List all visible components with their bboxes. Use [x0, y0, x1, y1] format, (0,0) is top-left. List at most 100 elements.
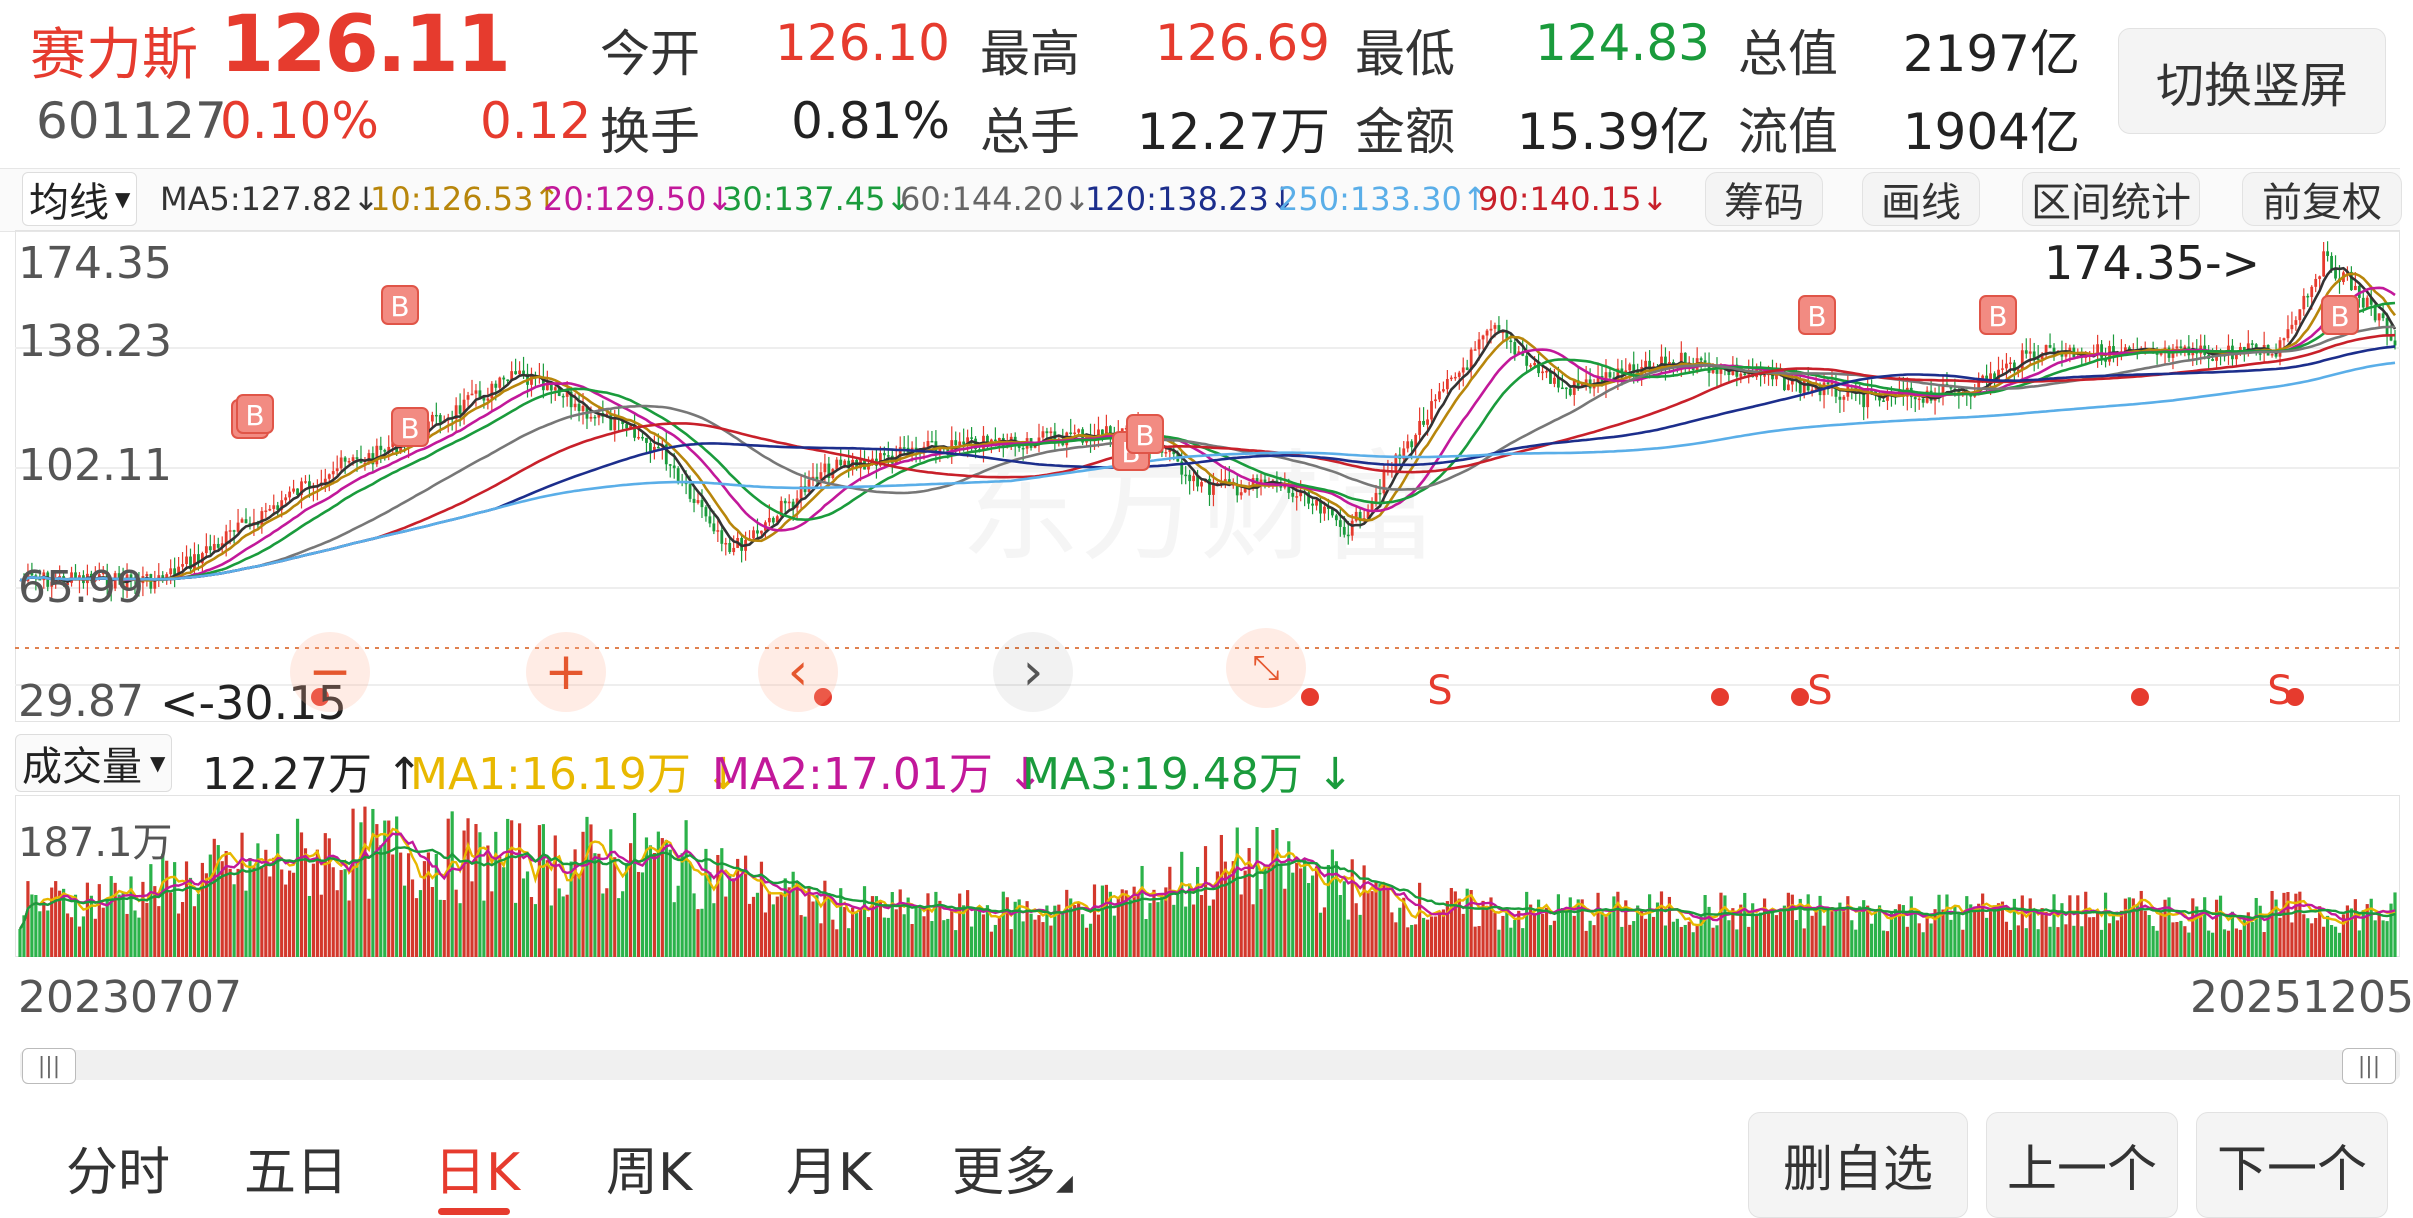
tab-weekly-k[interactable]: 周K — [606, 1143, 693, 1203]
tab-monthly-k[interactable]: 月K — [786, 1143, 873, 1203]
candle-body — [193, 554, 196, 570]
candle-body — [593, 416, 597, 419]
tab-daily-k[interactable]: 日K — [434, 1143, 521, 1203]
volume-bar — [1307, 883, 1311, 957]
volume-bar — [926, 893, 930, 957]
volume-bar — [1299, 868, 1303, 957]
candle-body — [2211, 358, 2215, 361]
ma-selector[interactable]: 均线 ▼ — [22, 172, 138, 226]
candle-body — [1120, 428, 1124, 434]
volume-bar — [1663, 925, 1668, 957]
candle-body — [878, 453, 882, 466]
zoom-in-button[interactable]: + — [526, 632, 606, 712]
tab-five-day[interactable]: 五日 — [244, 1143, 349, 1203]
volume-bar — [1667, 896, 1672, 957]
tab-intraday[interactable]: 分时 — [66, 1143, 171, 1203]
volume-bar — [1406, 927, 1410, 957]
previous-stock-button[interactable]: 上一个 — [1986, 1112, 2178, 1218]
volume-bar — [478, 832, 482, 957]
volume-bar — [1164, 887, 1168, 957]
quote-label-turnover: 换手 — [600, 103, 700, 161]
candle-body — [1370, 502, 1374, 510]
volume-bar — [73, 894, 78, 957]
volume-bar — [545, 860, 549, 957]
candle-body — [236, 522, 240, 532]
candle-body — [1588, 379, 1592, 389]
volume-bar — [1548, 925, 1553, 957]
volume-chart[interactable] — [15, 795, 2400, 957]
chips-button[interactable]: 筹码 — [1705, 172, 1823, 226]
volume-selector[interactable]: 成交量 ▼ — [15, 734, 173, 792]
signal-dot — [2131, 688, 2149, 706]
candle-body — [2159, 351, 2163, 355]
volume-bar — [815, 895, 819, 957]
price-chart[interactable] — [15, 230, 2400, 722]
volume-bar — [161, 853, 165, 957]
tab-more[interactable]: 更多◢ — [952, 1130, 1073, 1205]
candle-body — [1374, 492, 1378, 503]
volume-bar — [2076, 895, 2080, 957]
signal-box — [2321, 295, 2359, 335]
volume-bar — [954, 930, 958, 957]
volume-bar — [1695, 925, 1699, 957]
volume-bar — [1310, 875, 1315, 957]
range-stats-button[interactable]: 区间统计 — [2022, 172, 2200, 226]
candle-body — [1545, 370, 1548, 373]
zoom-out-button[interactable]: − — [290, 632, 370, 712]
candle-body — [2258, 353, 2262, 355]
volume-bar — [458, 903, 462, 957]
candle-body — [1921, 398, 1925, 403]
volume-bar — [2119, 910, 2124, 957]
candle-body — [656, 446, 660, 449]
volume-bar — [593, 853, 597, 957]
range-handle-right[interactable]: ||| — [2342, 1048, 2396, 1084]
plus-icon: + — [544, 642, 588, 702]
volume-bar — [629, 843, 633, 957]
draw-line-button[interactable]: 画线 — [1862, 172, 1980, 226]
volume-bar — [1239, 894, 1243, 957]
volume-bar — [62, 888, 66, 957]
volume-bar — [462, 830, 466, 957]
candle-body — [109, 587, 113, 590]
candle-body — [331, 471, 335, 475]
range-handle-left[interactable]: ||| — [22, 1048, 76, 1084]
candle-body — [641, 436, 644, 439]
candle-body — [2238, 346, 2242, 353]
candle-body — [181, 564, 184, 567]
volume-bar — [656, 831, 660, 957]
quote-value-amount: 15.39亿 — [1516, 103, 1710, 161]
volume-bar — [65, 913, 70, 957]
candle-body — [1299, 491, 1303, 497]
volume-ma-line — [18, 846, 2396, 930]
candle-body — [1497, 325, 1501, 333]
forward-adjust-button[interactable]: 前复权 — [2242, 172, 2402, 226]
volume-bar — [2171, 922, 2175, 957]
candle-body — [1600, 375, 1604, 385]
volume-bar — [2333, 926, 2338, 957]
volume-bar — [1485, 908, 1489, 957]
remove-watchlist-button[interactable]: 删自选 — [1748, 1112, 1968, 1218]
volume-bar — [414, 898, 419, 957]
next-stock-button[interactable]: 下一个 — [2196, 1112, 2388, 1218]
volume-bar — [2385, 921, 2389, 957]
range-scrollbar[interactable] — [20, 1050, 2400, 1080]
candle-body — [997, 437, 1001, 441]
volume-bar — [958, 893, 962, 957]
volume-bar — [212, 838, 216, 957]
candle-body — [839, 459, 843, 466]
candle-body — [153, 579, 157, 589]
signal-label: B — [1807, 300, 1826, 333]
volume-bar — [2258, 905, 2262, 957]
ma-selector-label: 均线 — [29, 180, 109, 226]
scroll-left-button[interactable]: ‹ — [758, 632, 838, 712]
candle-body — [30, 573, 34, 576]
candle-body — [2298, 309, 2302, 321]
switch-portrait-button[interactable]: 切换竖屏 — [2118, 28, 2386, 134]
scroll-right-button[interactable]: › — [993, 632, 1073, 712]
volume-bar — [474, 824, 478, 957]
volume-bar — [1873, 909, 1878, 957]
volume-bar — [1192, 904, 1196, 957]
compress-button[interactable]: ⤡ — [1226, 628, 1306, 708]
candle-body — [914, 447, 918, 450]
signal-label: B — [2330, 300, 2349, 333]
